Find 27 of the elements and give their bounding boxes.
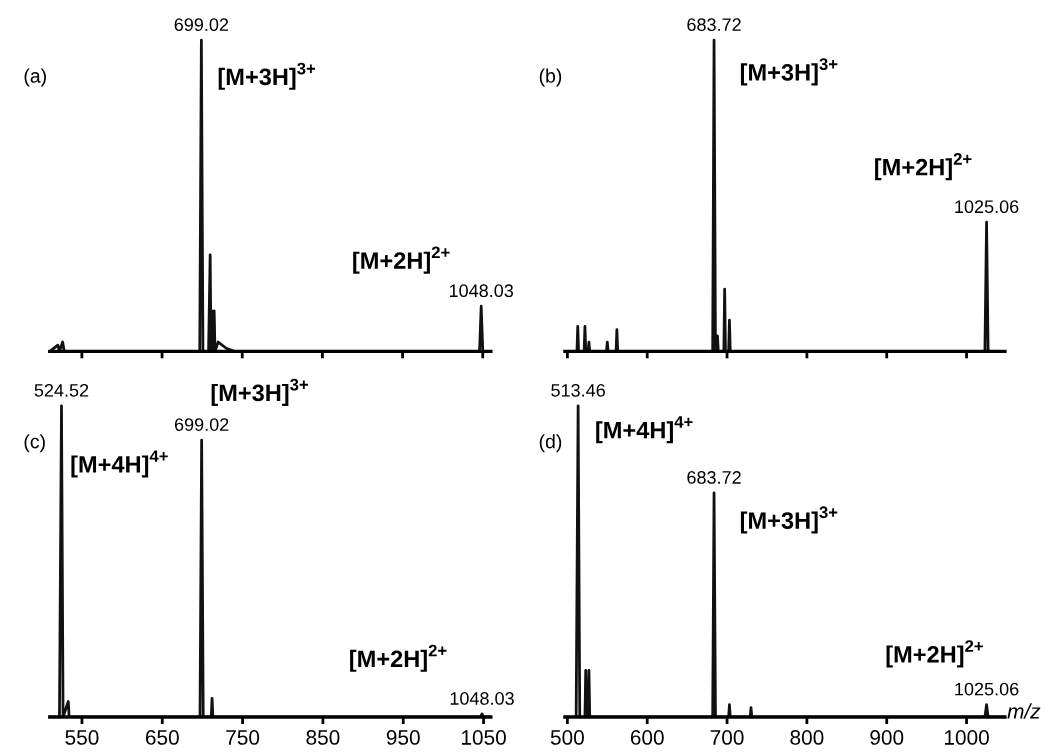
- x-tick-label: 900: [870, 730, 904, 745]
- text: (b): [539, 68, 562, 87]
- text: (a): [24, 68, 46, 87]
- x-tick-label: 550: [65, 730, 99, 745]
- annotation: 699.02: [174, 418, 229, 431]
- x-tick-label: 500: [550, 730, 584, 745]
- annotation: 1025.06: [955, 200, 1019, 214]
- annotation: 524.52: [34, 383, 89, 397]
- annotation: 683.72: [687, 18, 741, 32]
- x-tick-label: 1000: [944, 730, 989, 745]
- x-tick-label: 700: [710, 730, 744, 745]
- text: (c): [24, 434, 45, 453]
- annotation: 683.72: [687, 471, 741, 484]
- x-tick-label: 850: [306, 730, 340, 745]
- x-tick-label: 950: [386, 730, 420, 745]
- x-tick-label: 650: [145, 730, 179, 745]
- annotation: 513.46: [551, 383, 605, 397]
- x-tick-label: 750: [226, 730, 260, 745]
- annotation: 699.02: [174, 18, 229, 32]
- x-axis-title: m/z: [1007, 703, 1041, 719]
- x-tick-label: 1050: [461, 730, 506, 745]
- text: (d): [539, 434, 562, 453]
- annotation: 1025.06: [955, 682, 1019, 696]
- annotation: 1048.03: [450, 692, 514, 705]
- x-tick-label: 600: [630, 730, 664, 745]
- x-tick-label: 800: [790, 730, 824, 745]
- annotation: 1048.03: [449, 284, 514, 298]
